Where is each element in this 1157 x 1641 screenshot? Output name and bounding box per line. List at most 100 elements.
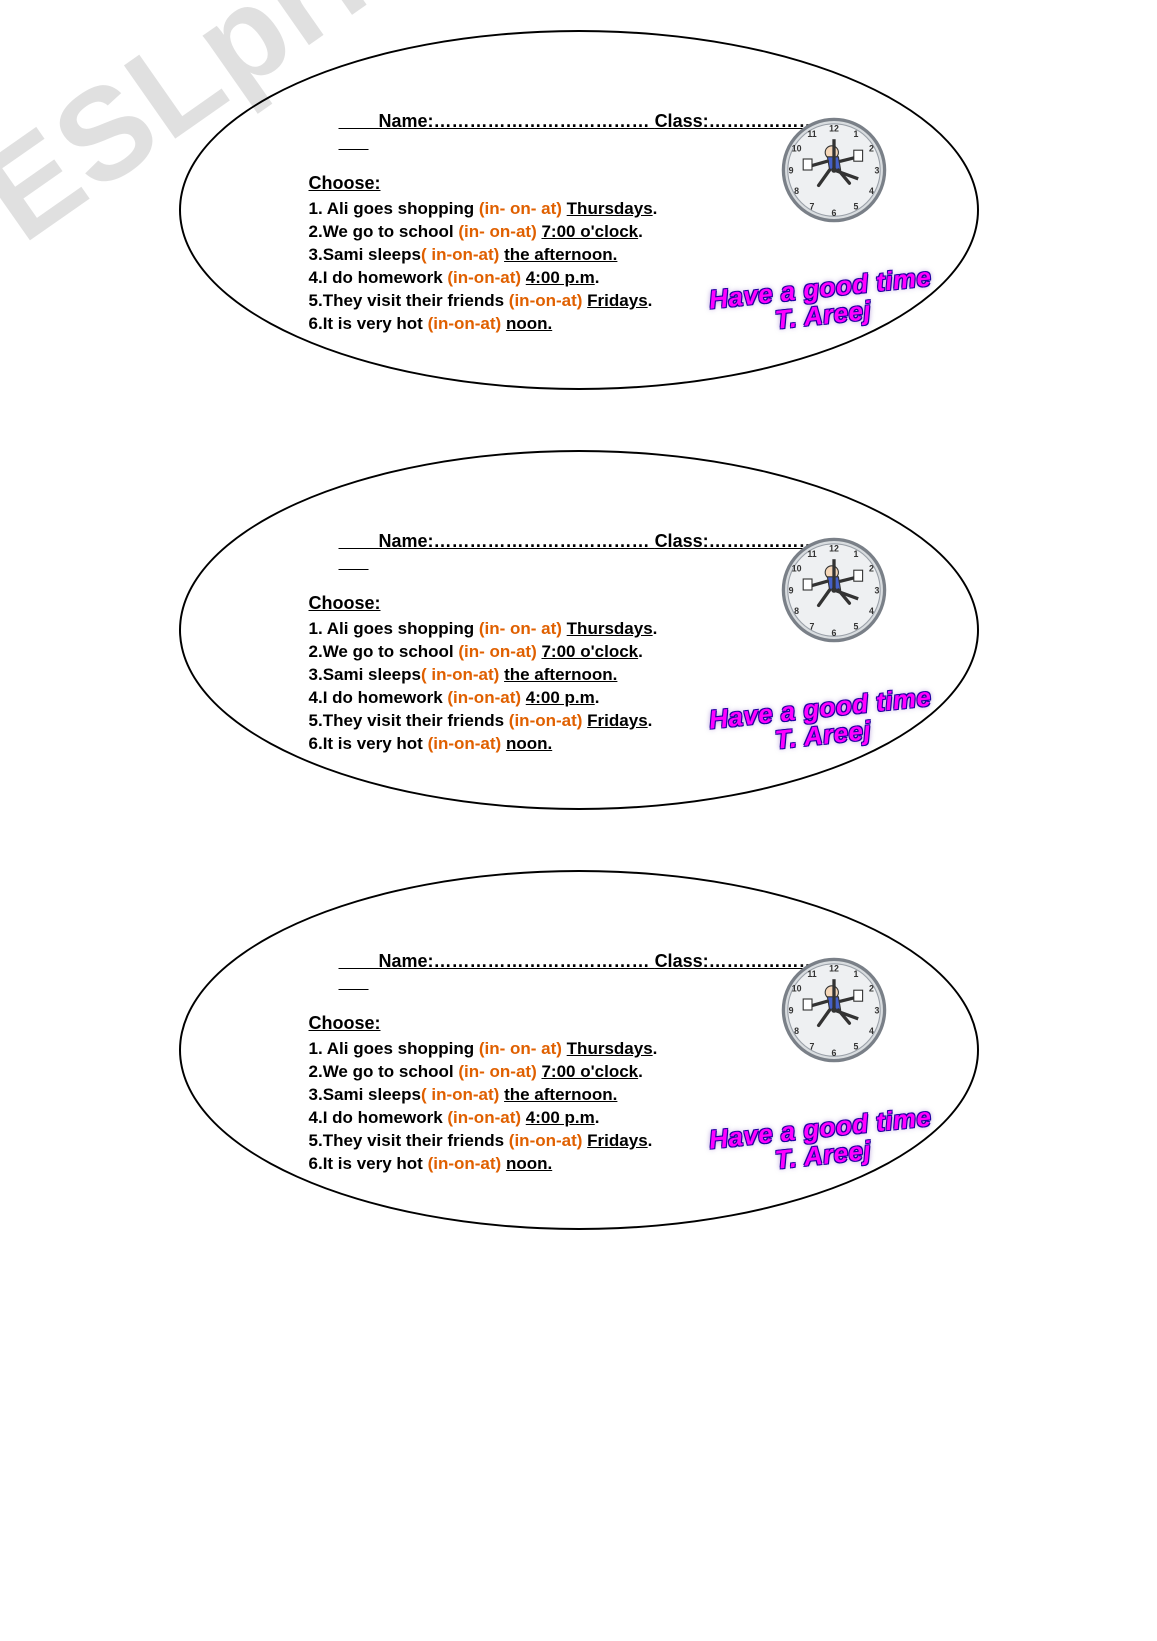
question-post: . — [638, 1062, 643, 1081]
svg-text:6: 6 — [831, 628, 836, 638]
svg-text:2: 2 — [868, 983, 873, 993]
question-options: (in- on-at) — [458, 642, 536, 661]
svg-text:5: 5 — [853, 1042, 858, 1052]
question-pre: We go to school — [323, 642, 459, 661]
question-options: (in- on-at) — [458, 222, 536, 241]
question-number: 5. — [309, 711, 323, 730]
question-underlined: Fridays — [587, 711, 647, 730]
question-pre: We go to school — [323, 222, 459, 241]
question-underlined: 7:00 o'clock — [541, 1062, 638, 1081]
question-number: 4. — [309, 1108, 323, 1127]
question-pre: I do homework — [323, 688, 448, 707]
class-label: Class: — [655, 531, 709, 551]
svg-text:2: 2 — [868, 143, 873, 153]
svg-text:2: 2 — [868, 563, 873, 573]
svg-text:11: 11 — [807, 129, 816, 139]
question-number: 4. — [309, 268, 323, 287]
question-underlined: 7:00 o'clock — [541, 222, 638, 241]
question-options: (in-on-at) — [509, 291, 583, 310]
question-number: 6. — [309, 314, 323, 333]
question-post: . — [653, 619, 658, 638]
question-underlined: Fridays — [587, 1131, 647, 1150]
question-options: (in-on-at) — [509, 1131, 583, 1150]
question-underlined: noon. — [506, 734, 552, 753]
question-underlined: 4:00 p.m — [526, 688, 595, 707]
question-options: (in-on-at) — [428, 1154, 502, 1173]
worksheet-card: Name:……………………………… Class:……………… Choose: 1… — [179, 30, 979, 390]
svg-text:11: 11 — [807, 969, 816, 979]
question-pre: Ali goes shopping — [323, 1039, 479, 1058]
question-post: . — [648, 1131, 653, 1150]
svg-text:11: 11 — [807, 549, 816, 559]
question-row: 3.Sami sleeps( in-on-at) the afternoon. — [309, 664, 879, 687]
question-number: 3. — [309, 245, 323, 264]
svg-text:7: 7 — [809, 622, 814, 632]
svg-text:3: 3 — [874, 585, 879, 595]
name-label: Name: — [379, 111, 434, 131]
question-pre: They visit their friends — [323, 291, 509, 310]
name-label: Name: — [379, 951, 434, 971]
question-options: (in- on-at) — [458, 1062, 536, 1081]
question-row: 3.Sami sleeps( in-on-at) the afternoon. — [309, 244, 879, 267]
question-underlined: Thursdays — [567, 199, 653, 218]
question-underlined: 4:00 p.m — [526, 268, 595, 287]
name-dots: ……………………………… — [434, 531, 650, 551]
question-options: ( in-on-at) — [421, 665, 499, 684]
question-pre: Sami sleeps — [323, 1085, 421, 1104]
question-options: (in- on- at) — [479, 199, 562, 218]
svg-text:12: 12 — [829, 124, 839, 134]
question-options: (in-on-at) — [509, 711, 583, 730]
question-pre: I do homework — [323, 1108, 448, 1127]
clock-icon: 1212 345 678 91011 — [779, 955, 889, 1065]
question-options: (in- on- at) — [479, 1039, 562, 1058]
question-underlined: the afternoon. — [504, 245, 617, 264]
svg-text:6: 6 — [831, 208, 836, 218]
question-number: 2. — [309, 222, 323, 241]
question-options: ( in-on-at) — [421, 1085, 499, 1104]
clock-icon: 1212 345 678 91011 — [779, 535, 889, 645]
question-number: 2. — [309, 642, 323, 661]
question-options: ( in-on-at) — [421, 245, 499, 264]
question-number: 1. — [309, 619, 323, 638]
question-number: 6. — [309, 1154, 323, 1173]
question-options: (in- on- at) — [479, 619, 562, 638]
question-underlined: Thursdays — [567, 619, 653, 638]
svg-text:8: 8 — [794, 186, 799, 196]
question-post: . — [638, 642, 643, 661]
svg-text:1: 1 — [853, 129, 858, 139]
svg-text:9: 9 — [788, 585, 793, 595]
question-options: (in-on-at) — [428, 314, 502, 333]
question-number: 1. — [309, 199, 323, 218]
question-underlined: the afternoon. — [504, 1085, 617, 1104]
question-options: (in-on-at) — [428, 734, 502, 753]
question-number: 6. — [309, 734, 323, 753]
svg-text:10: 10 — [791, 983, 801, 993]
question-number: 3. — [309, 1085, 323, 1104]
question-underlined: Thursdays — [567, 1039, 653, 1058]
question-pre: Sami sleeps — [323, 665, 421, 684]
name-dots: ……………………………… — [434, 111, 650, 131]
question-options: (in-on-at) — [447, 268, 521, 287]
name-label: Name: — [379, 531, 434, 551]
question-post: . — [653, 1039, 658, 1058]
svg-text:9: 9 — [788, 1005, 793, 1015]
question-post: . — [595, 268, 600, 287]
name-dots: ……………………………… — [434, 951, 650, 971]
question-number: 5. — [309, 1131, 323, 1150]
question-underlined: 7:00 o'clock — [541, 642, 638, 661]
svg-text:8: 8 — [794, 1026, 799, 1036]
clock-icon: 1212 345 678 91011 — [779, 115, 889, 225]
svg-text:5: 5 — [853, 622, 858, 632]
question-underlined: noon. — [506, 314, 552, 333]
svg-text:7: 7 — [809, 202, 814, 212]
question-pre: They visit their friends — [323, 1131, 509, 1150]
question-pre: Ali goes shopping — [323, 619, 479, 638]
svg-text:3: 3 — [874, 1005, 879, 1015]
class-label: Class: — [655, 111, 709, 131]
svg-text:7: 7 — [809, 1042, 814, 1052]
question-post: . — [638, 222, 643, 241]
question-number: 4. — [309, 688, 323, 707]
question-row: 3.Sami sleeps( in-on-at) the afternoon. — [309, 1084, 879, 1107]
question-underlined: Fridays — [587, 291, 647, 310]
question-number: 2. — [309, 1062, 323, 1081]
